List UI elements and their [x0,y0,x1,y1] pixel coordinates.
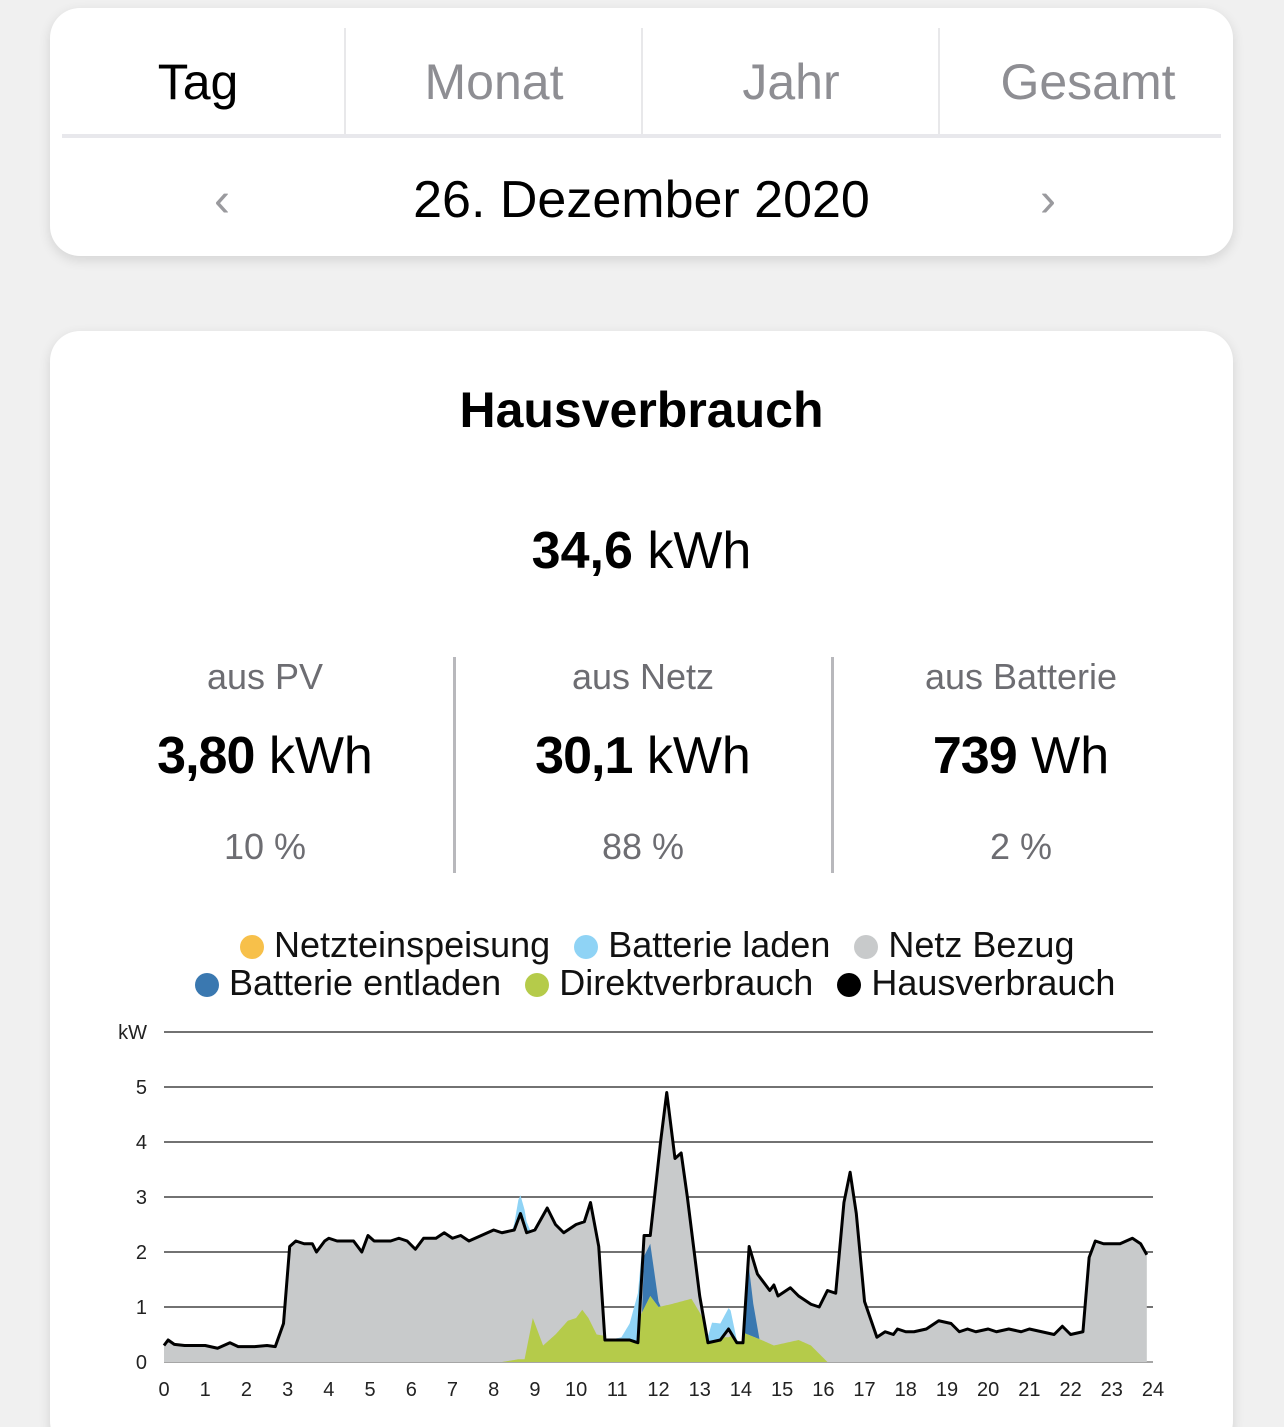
legend-row-2: Batterie entladen Direktverbrauch Hausve… [195,962,1115,1004]
stat-batterie: aus Batterie 739 Wh 2 % [831,656,1211,868]
legend-dot-icon [240,935,264,960]
divider [938,28,940,136]
x-tick-label: 2 [241,1379,252,1401]
stat-percent: 10 % [223,826,307,867]
legend-item-netz-bezug[interactable]: Netz Bezug [854,924,1074,965]
tab-monat[interactable]: Monat [424,54,564,110]
legend-dot-icon [525,973,550,998]
period-selector-card: Tag Monat Jahr Gesamt ‹ 26. Dezember 202… [50,8,1233,256]
legend-dot-icon [837,973,862,998]
netz-bezug-area [164,1092,1147,1362]
chevron-left-icon[interactable]: ‹ [214,174,230,227]
x-tick-label: 17 [853,1379,875,1401]
x-tick-label: 14 [730,1379,752,1401]
legend-label: Batterie laden [608,924,831,965]
stat-value: 739 [932,727,1018,785]
divider [62,134,1221,138]
legend-label: Netz Bezug [888,924,1075,965]
x-tick-label: 6 [406,1379,417,1401]
x-tick-label: 4 [323,1379,334,1401]
stat-unit: kWh [268,727,373,785]
consumption-card: Hausverbrauch 34,6 kWh aus PV 3,80 kWh 1… [50,331,1233,1427]
x-tick-label: 8 [488,1379,499,1401]
x-tick-label: 0 [158,1379,169,1401]
legend-dot-icon [854,935,879,960]
divider [831,657,834,873]
card-title: Hausverbrauch [459,382,824,438]
x-tick-label: 12 [647,1379,669,1401]
x-tick-label: 23 [1101,1379,1123,1401]
total-consumption: 34,6 kWh [50,521,1233,581]
divider [344,28,346,136]
tab-jahr[interactable]: Jahr [742,54,840,110]
divider [641,28,643,136]
stat-percent: 2 % [989,826,1053,867]
y-tick-label: 4 [136,1132,147,1154]
x-tick-label: 13 [689,1379,711,1401]
x-tick-label: 18 [895,1379,917,1401]
hausverbrauch-line [162,1091,1149,1350]
stat-pv: aus PV 3,80 kWh 10 % [75,656,455,868]
x-tick-label: 22 [1059,1379,1081,1401]
legend-label: Direktverbrauch [559,962,814,1003]
legend-row-1: Netzteinspeisung Batterie laden Netz Bez… [240,924,1074,966]
legend-item-batterie-laden[interactable]: Batterie laden [574,924,830,965]
x-tick-label: 21 [1018,1379,1040,1401]
legend-item-netzeinspeisung[interactable]: Netzteinspeisung [240,924,550,965]
stat-unit: Wh [1031,727,1110,785]
stat-netz: aus Netz 30,1 kWh 88 % [453,656,833,868]
divider [453,657,456,873]
stat-label: aus PV [206,656,324,697]
legend-label: Netzteinspeisung [274,924,551,965]
total-unit: kWh [647,522,752,580]
direktverbrauch-area [164,1296,1147,1362]
stat-percent: 88 % [601,826,685,867]
y-tick-label: 2 [136,1242,147,1264]
tab-tag[interactable]: Tag [157,54,239,110]
x-tick-label: 11 [607,1379,628,1401]
x-tick-label: 19 [936,1379,958,1401]
x-tick-label: 9 [529,1379,540,1401]
x-tick-label: 5 [364,1379,375,1401]
x-tick-label: 24 [1142,1379,1164,1401]
date-label: 26. Dezember 2020 [413,171,870,229]
stat-label: aus Netz [571,656,715,697]
y-tick-label: 1 [136,1297,147,1319]
y-tick-label: 0 [136,1352,147,1374]
x-tick-label: 15 [771,1379,793,1401]
x-tick-label: 1 [200,1379,211,1401]
legend-label: Batterie entladen [229,962,502,1003]
legend-dot-icon [574,935,599,960]
legend-item-direktverbrauch[interactable]: Direktverbrauch [525,962,813,1003]
y-axis-unit: kW [118,1022,147,1044]
stat-value: 3,80 [157,727,255,785]
stat-unit: kWh [646,727,751,785]
stat-label: aus Batterie [924,656,1118,697]
x-tick-label: 16 [812,1379,834,1401]
y-tick-label: 5 [136,1077,147,1099]
x-tick-label: 10 [565,1379,587,1401]
total-value: 34,6 [531,522,633,580]
legend-dot-icon [195,973,219,998]
tab-gesamt[interactable]: Gesamt [1000,54,1176,110]
stat-value: 30,1 [535,727,633,785]
y-tick-label: 3 [136,1187,147,1209]
legend-label: Hausverbrauch [871,962,1116,1003]
x-tick-label: 3 [282,1379,293,1401]
x-tick-label: 20 [977,1379,999,1401]
legend-item-hausverbrauch[interactable]: Hausverbrauch [837,962,1115,1003]
legend-item-batterie-entladen[interactable]: Batterie entladen [195,962,501,1003]
chevron-right-icon[interactable]: › [1040,174,1056,227]
x-tick-label: 7 [447,1379,458,1401]
